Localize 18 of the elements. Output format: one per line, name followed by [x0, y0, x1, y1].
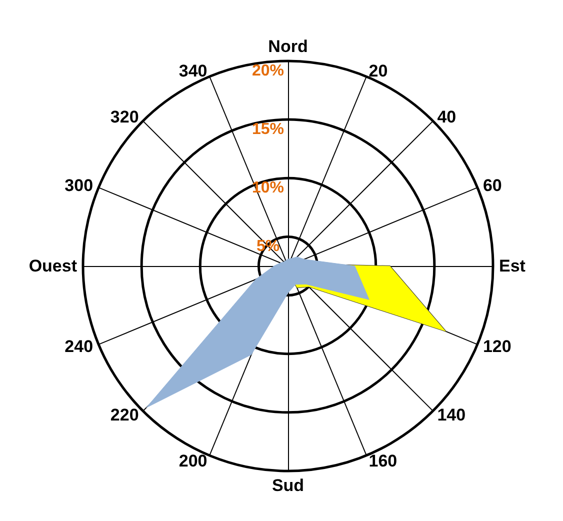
spoke-label: Est	[499, 256, 526, 276]
spoke-label: 200	[178, 451, 208, 470]
spoke-label: 120	[482, 337, 512, 356]
spoke-label: 220	[110, 406, 139, 425]
spoke-label: 240	[64, 337, 94, 356]
spoke-label: Nord	[268, 37, 308, 56]
spoke-label: 160	[368, 451, 398, 470]
y-tick-label: 15%	[252, 121, 284, 138]
spoke-label: Sud	[272, 476, 304, 495]
spoke-label: 20	[368, 62, 388, 81]
spoke-label: 140	[437, 406, 466, 425]
spoke-label: 340	[178, 62, 208, 81]
y-tick-label: 20%	[252, 62, 284, 80]
spoke-label: 40	[437, 107, 456, 126]
spoke-label: 300	[64, 176, 94, 195]
spoke-label: 60	[482, 176, 502, 195]
spoke-label: Ouest	[28, 256, 78, 276]
spoke-label: 320	[110, 107, 139, 126]
